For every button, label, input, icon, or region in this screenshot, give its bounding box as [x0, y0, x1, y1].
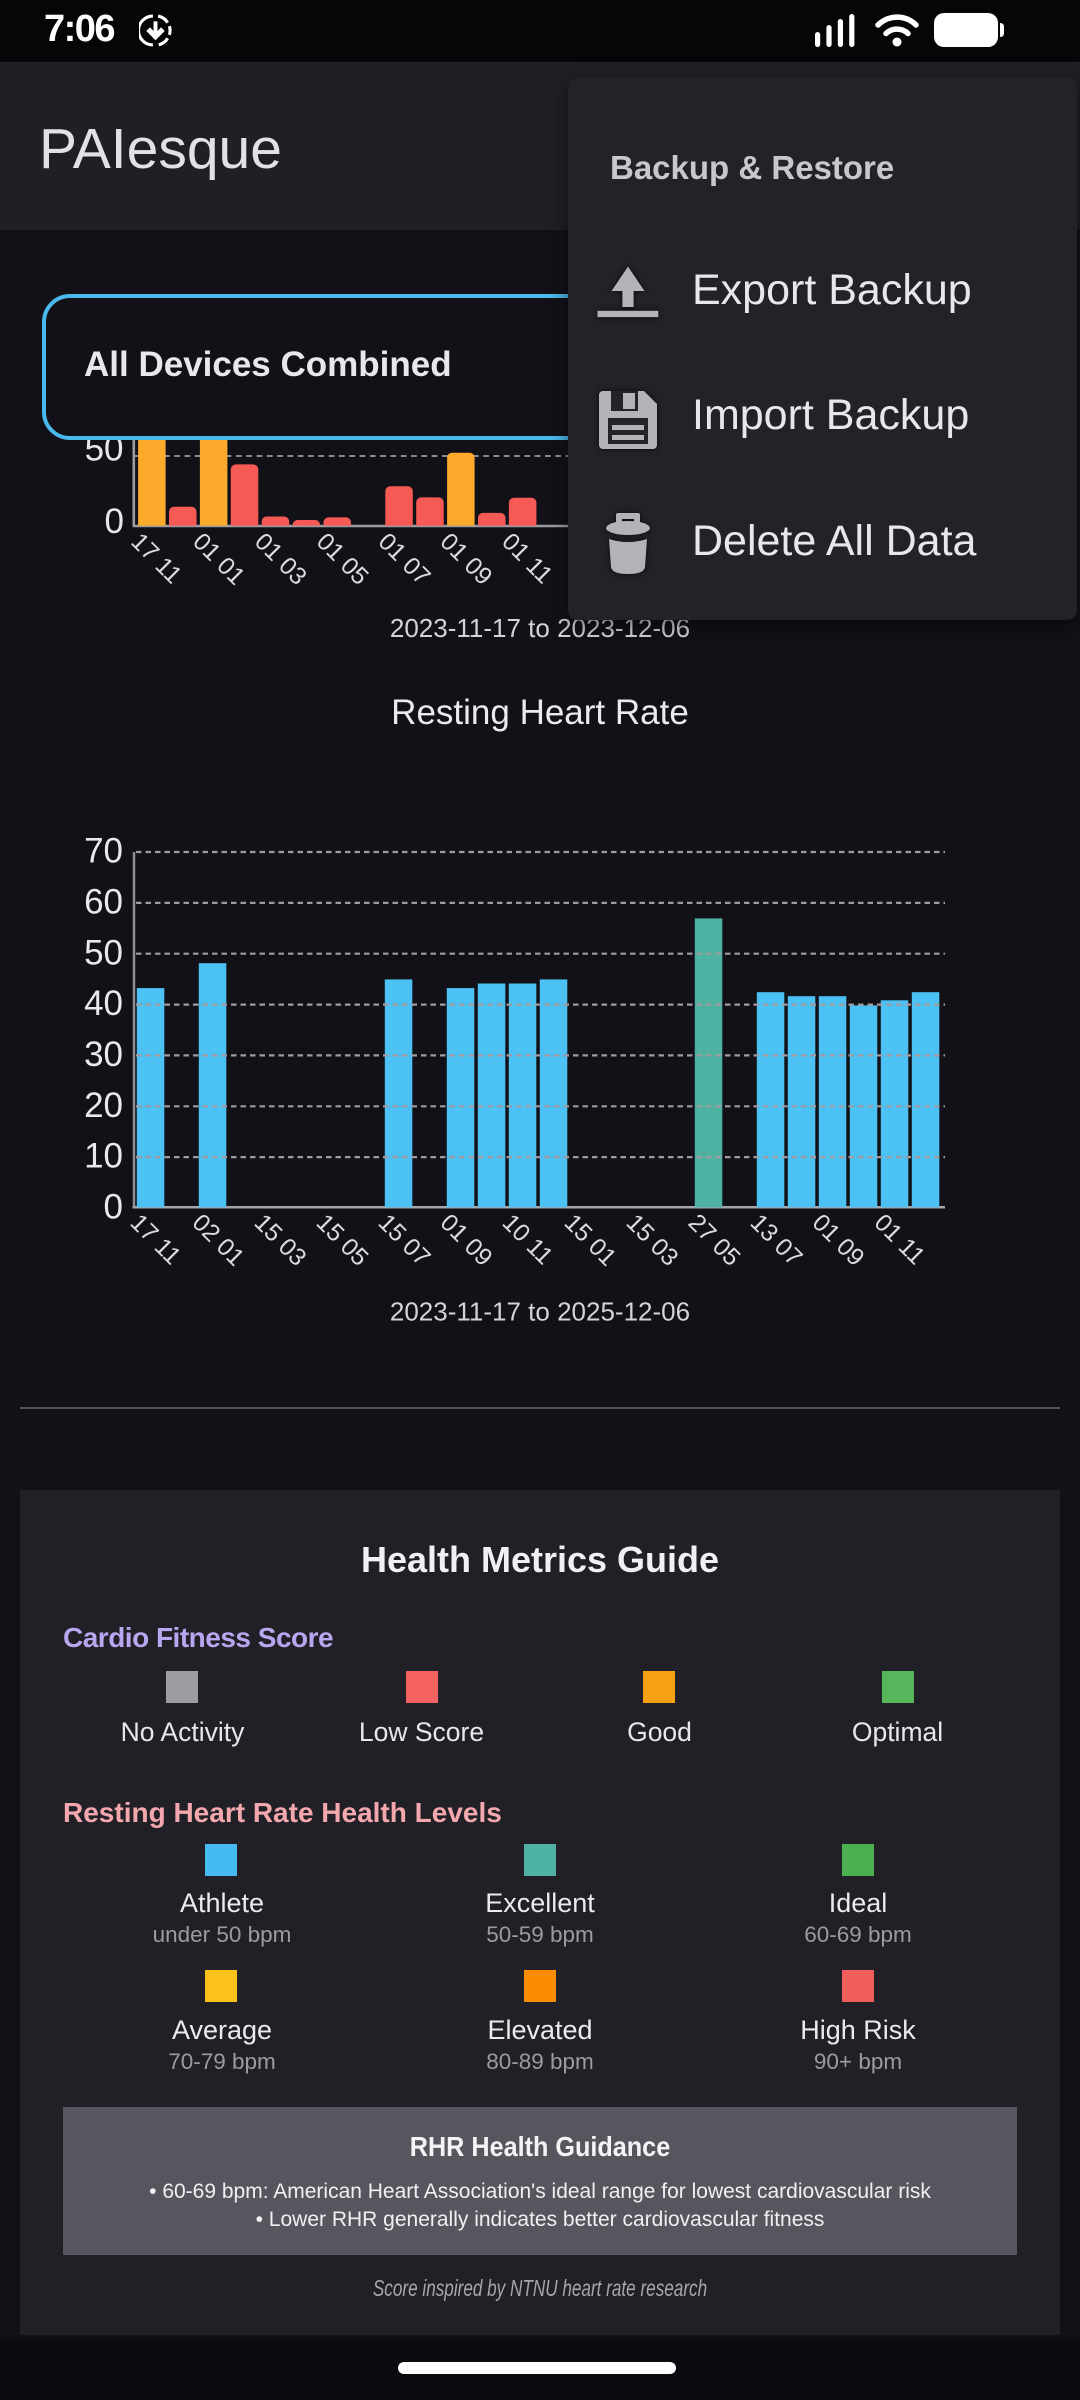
- svg-text:0: 0: [104, 1188, 123, 1227]
- svg-text:17 11: 17 11: [126, 528, 187, 589]
- svg-text:01 01: 01 01: [187, 528, 249, 590]
- svg-text:15 07: 15 07: [373, 1209, 435, 1271]
- svg-text:01 07: 01 07: [373, 528, 435, 590]
- svg-text:10: 10: [84, 1137, 123, 1176]
- svg-text:01 09: 01 09: [807, 1209, 869, 1271]
- svg-text:13 07: 13 07: [745, 1209, 807, 1271]
- svg-text:01 11: 01 11: [869, 1209, 930, 1270]
- svg-text:70: 70: [84, 832, 123, 871]
- svg-text:2023-11-17 to 2025-12-06: 2023-11-17 to 2025-12-06: [390, 1297, 690, 1327]
- svg-text:30: 30: [84, 1035, 123, 1074]
- svg-text:01 09: 01 09: [435, 1209, 497, 1271]
- svg-text:01 11: 01 11: [496, 528, 557, 589]
- svg-text:01 05: 01 05: [311, 528, 373, 590]
- svg-text:60: 60: [84, 883, 123, 922]
- svg-text:50: 50: [84, 933, 123, 972]
- svg-text:27 05: 27 05: [683, 1209, 745, 1271]
- svg-text:15 03: 15 03: [621, 1209, 683, 1271]
- svg-text:15 05: 15 05: [311, 1209, 373, 1271]
- svg-text:01 03: 01 03: [249, 528, 311, 590]
- svg-text:0: 0: [105, 502, 124, 541]
- svg-text:02 01: 02 01: [187, 1209, 249, 1271]
- svg-text:10 11: 10 11: [497, 1209, 558, 1270]
- svg-text:20: 20: [84, 1086, 123, 1125]
- svg-text:40: 40: [84, 984, 123, 1023]
- svg-text:15 03: 15 03: [249, 1209, 311, 1271]
- svg-text:15 01: 15 01: [559, 1209, 621, 1271]
- svg-text:01 09: 01 09: [435, 528, 497, 590]
- svg-text:17 11: 17 11: [125, 1209, 186, 1270]
